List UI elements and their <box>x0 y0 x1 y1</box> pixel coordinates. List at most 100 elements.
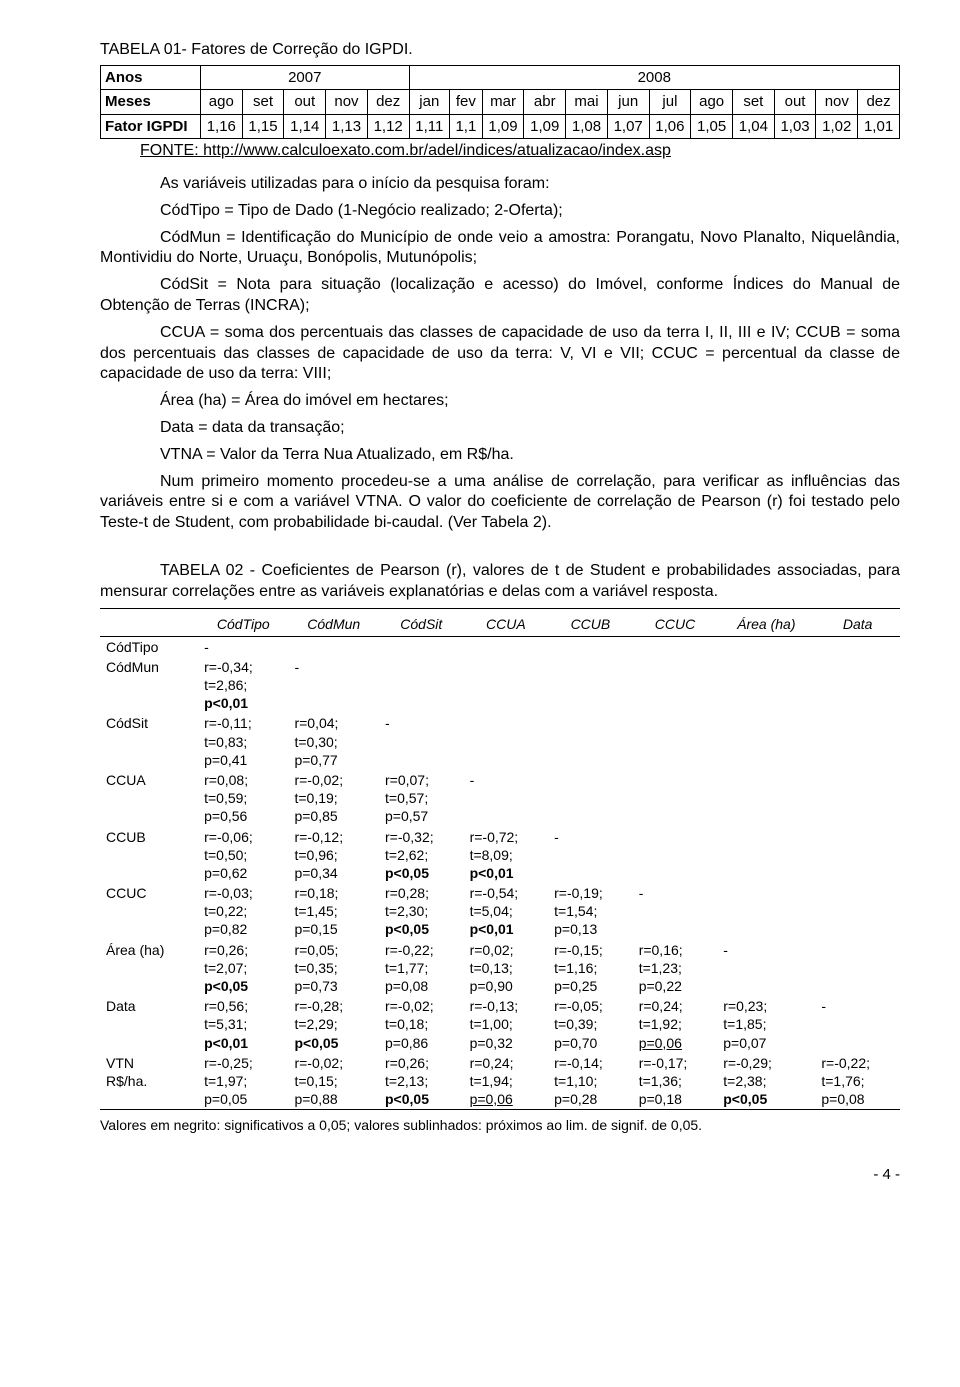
t2-cell: r=0,26;t=2,07;p<0,05 <box>198 940 288 997</box>
t1-m: dez <box>858 90 900 115</box>
para-vtna: VTNA = Valor da Terra Nua Atualizado, em… <box>100 445 900 466</box>
t1-v: 1,05 <box>691 114 733 139</box>
t2-cell: - <box>548 827 633 884</box>
t1-v: 1,09 <box>482 114 524 139</box>
t2-cell: r=-0,25;t=1,97;p=0,05 <box>198 1053 288 1110</box>
t1-m: fev <box>450 90 483 115</box>
t2-cell: r=0,18;t=1,45;p=0,15 <box>288 883 379 940</box>
t2-cell: r=-0,12;t=0,96;p=0,34 <box>288 827 379 884</box>
t1-v: 1,08 <box>566 114 608 139</box>
t1-v: 1,16 <box>200 114 242 139</box>
t2-cell: r=-0,15;t=1,16;p=0,25 <box>548 940 633 997</box>
t1-m: abr <box>524 90 566 115</box>
t1-v: 1,07 <box>607 114 649 139</box>
t2-rowlabel: CCUC <box>100 883 198 940</box>
t2-cell: - <box>717 940 815 997</box>
para-codsit: CódSit = Nota para situação (localização… <box>100 275 900 317</box>
t2-cell: r=-0,22;t=1,77;p=0,08 <box>379 940 464 997</box>
t1-m: jan <box>409 90 450 115</box>
t2-h: CCUB <box>548 613 633 636</box>
t1-m: dez <box>367 90 409 115</box>
t1-v: 1,02 <box>816 114 858 139</box>
t2-cell: r=-0,02;t=0,19;p=0,85 <box>288 770 379 827</box>
t2-rowlabel: Área (ha) <box>100 940 198 997</box>
t1-m: mar <box>482 90 524 115</box>
t2-h: CCUA <box>464 613 549 636</box>
t1-m: jul <box>649 90 691 115</box>
t2-cell: r=-0,11;t=0,83;p=0,41 <box>198 713 288 770</box>
t2-cell: r=0,05;t=0,35;p=0,73 <box>288 940 379 997</box>
t2-cell: r=-0,05;t=0,39;p=0,70 <box>548 996 633 1053</box>
t1-v: 1,06 <box>649 114 691 139</box>
t2-h: Data <box>815 613 900 636</box>
t2-cell: r=-0,19;t=1,54;p=0,13 <box>548 883 633 940</box>
t2-cell: r=0,24;t=1,94;p=0,06 <box>464 1053 549 1110</box>
t1-m: out <box>284 90 326 115</box>
t2-rowlabel: Data <box>100 996 198 1053</box>
t2-h: CCUC <box>633 613 718 636</box>
t2-cell: r=0,26;t=2,13;p<0,05 <box>379 1053 464 1110</box>
t1-values-row: Fator IGPDI 1,16 1,15 1,14 1,13 1,12 1,1… <box>101 114 900 139</box>
t2-cell: r=-0,29;t=2,38;p<0,05 <box>717 1053 815 1110</box>
t2-rowlabel: CCUB <box>100 827 198 884</box>
t2-rowlabel: CCUA <box>100 770 198 827</box>
page-number: - 4 - <box>100 1165 900 1185</box>
t2-cell: r=-0,13;t=1,00;p=0,32 <box>464 996 549 1053</box>
t2-h: CódSit <box>379 613 464 636</box>
t2-cell: r=0,08;t=0,59;p=0,56 <box>198 770 288 827</box>
t2-rowlabel: CódTipo <box>100 636 198 657</box>
t2-cell: r=-0,32;t=2,62;p<0,05 <box>379 827 464 884</box>
t2-cell: - <box>379 713 464 770</box>
t1-v: 1,1 <box>450 114 483 139</box>
t2-cell: - <box>815 996 900 1053</box>
t1-v: 1,04 <box>732 114 774 139</box>
t1-anos-label: Anos <box>101 65 201 90</box>
table1-title: TABELA 01- Fatores de Correção do IGPDI. <box>100 40 900 61</box>
t2-cell: r=-0,14;t=1,10;p=0,28 <box>548 1053 633 1110</box>
t2-cell: r=-0,06;t=0,50;p=0,62 <box>198 827 288 884</box>
t1-m: jun <box>607 90 649 115</box>
t2-cell: r=-0,02;t=0,18;p=0,86 <box>379 996 464 1053</box>
t2-h: Área (ha) <box>717 613 815 636</box>
t1-v: 1,13 <box>326 114 368 139</box>
table1: Anos 2007 2008 Meses ago set out nov dez… <box>100 65 900 140</box>
t1-fator-label: Fator IGPDI <box>101 114 201 139</box>
t2-cell: r=-0,34;t=2,86;p<0,01 <box>198 657 288 714</box>
t1-v: 1,12 <box>367 114 409 139</box>
t2-cell: r=0,04;t=0,30;p=0,77 <box>288 713 379 770</box>
t2-cell: r=-0,28;t=2,29;p<0,05 <box>288 996 379 1053</box>
table2-title: TABELA 02 - Coeficientes de Pearson (r),… <box>100 561 900 603</box>
t1-year-2008: 2008 <box>409 65 899 90</box>
t1-m: set <box>242 90 284 115</box>
t2-cell: r=0,24;t=1,92;p=0,06 <box>633 996 718 1053</box>
para-data: Data = data da transação; <box>100 418 900 439</box>
para-ccu: CCUA = soma dos percentuais das classes … <box>100 323 900 385</box>
t2-cell: - <box>288 657 379 714</box>
t2-rowlabel: CódMun <box>100 657 198 714</box>
t1-v: 1,01 <box>858 114 900 139</box>
t1-m: set <box>732 90 774 115</box>
t2-rowlabel: CódSit <box>100 713 198 770</box>
t2-cell: r=0,16;t=1,23;p=0,22 <box>633 940 718 997</box>
t1-year-2007: 2007 <box>200 65 409 90</box>
para-vars-intro: As variáveis utilizadas para o início da… <box>100 174 900 195</box>
t1-v: 1,15 <box>242 114 284 139</box>
t1-v: 1,11 <box>409 114 450 139</box>
t1-months-row: Meses ago set out nov dez jan fev mar ab… <box>101 90 900 115</box>
table1-fonte: FONTE: http://www.calculoexato.com.br/ad… <box>140 141 900 162</box>
t2-cell: r=0,56;t=5,31;p<0,01 <box>198 996 288 1053</box>
t2-cell: r=-0,22;t=1,76;p=0,08 <box>815 1053 900 1110</box>
t2-cell: r=-0,03;t=0,22;p=0,82 <box>198 883 288 940</box>
para-area: Área (ha) = Área do imóvel em hectares; <box>100 391 900 412</box>
para-codmun: CódMun = Identificação do Município de o… <box>100 228 900 270</box>
t2-cell: r=0,28;t=2,30;p<0,05 <box>379 883 464 940</box>
t1-m: mai <box>566 90 608 115</box>
t1-m: nov <box>326 90 368 115</box>
t1-v: 1,09 <box>524 114 566 139</box>
table2: CódTipo CódMun CódSit CCUA CCUB CCUC Áre… <box>100 613 900 1109</box>
t2-cell: r=0,02;t=0,13;p=0,90 <box>464 940 549 997</box>
t1-meses-label: Meses <box>101 90 201 115</box>
t2-cell: r=-0,17;t=1,36;p=0,18 <box>633 1053 718 1110</box>
t1-v: 1,14 <box>284 114 326 139</box>
t2-cell: r=-0,54;t=5,04;p<0,01 <box>464 883 549 940</box>
